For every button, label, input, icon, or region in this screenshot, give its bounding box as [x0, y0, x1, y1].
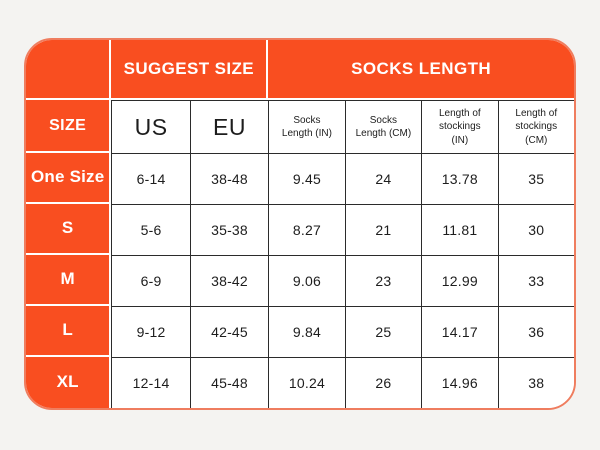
row-label-xl: XL [26, 356, 112, 408]
corner-cell [26, 40, 112, 101]
cell-m-socks-cm: 23 [344, 254, 422, 306]
cell-xl-socks-in: 10.24 [268, 356, 345, 408]
cell-m-socks-in: 9.06 [268, 254, 345, 306]
group-header-socks-length: SOCKS LENGTH [268, 40, 574, 101]
column-header-socks-length-in: Socks Length (IN) [268, 100, 345, 153]
cell-xl-socks-cm: 26 [344, 356, 422, 408]
row-label-one-size: One Size [26, 152, 112, 204]
cell-one-size-stockings-in: 13.78 [421, 152, 498, 204]
cell-one-size-stockings-cm: 35 [497, 152, 574, 204]
cell-l-stockings-in: 14.17 [421, 305, 498, 357]
cell-l-socks-in: 9.84 [268, 305, 345, 357]
cell-xl-stockings-cm: 38 [497, 356, 574, 408]
cell-one-size-socks-in: 9.45 [268, 152, 345, 204]
column-header-stockings-length-cm: Length of stockings (CM) [497, 100, 574, 153]
cell-xl-us: 12-14 [111, 356, 190, 408]
cell-s-socks-in: 8.27 [268, 203, 345, 255]
column-header-eu: EU [189, 100, 269, 153]
cell-l-us: 9-12 [111, 305, 190, 357]
cell-xl-stockings-in: 14.96 [421, 356, 498, 408]
cell-s-us: 5-6 [111, 203, 190, 255]
cell-m-eu: 38-42 [189, 254, 269, 306]
row-label-l: L [26, 305, 112, 357]
column-header-stockings-length-in: Length of stockings (IN) [421, 100, 498, 153]
column-header-socks-length-cm: Socks Length (CM) [344, 100, 422, 153]
cell-s-socks-cm: 21 [344, 203, 422, 255]
cell-s-stockings-in: 11.81 [421, 203, 498, 255]
size-chart-table: SUGGEST SIZE SOCKS LENGTH SIZE US EU Soc… [24, 38, 576, 410]
cell-s-eu: 35-38 [189, 203, 269, 255]
cell-l-socks-cm: 25 [344, 305, 422, 357]
cell-m-stockings-cm: 33 [497, 254, 574, 306]
cell-s-stockings-cm: 30 [497, 203, 574, 255]
column-header-us: US [111, 100, 190, 153]
row-label-m: M [26, 254, 112, 306]
cell-xl-eu: 45-48 [189, 356, 269, 408]
cell-one-size-us: 6-14 [111, 152, 190, 204]
column-header-size: SIZE [26, 100, 112, 153]
group-header-suggest-size: SUGGEST SIZE [111, 40, 269, 101]
cell-one-size-eu: 38-48 [189, 152, 269, 204]
cell-one-size-socks-cm: 24 [344, 152, 422, 204]
cell-l-eu: 42-45 [189, 305, 269, 357]
cell-m-stockings-in: 12.99 [421, 254, 498, 306]
cell-m-us: 6-9 [111, 254, 190, 306]
cell-l-stockings-cm: 36 [497, 305, 574, 357]
row-label-s: S [26, 203, 112, 255]
